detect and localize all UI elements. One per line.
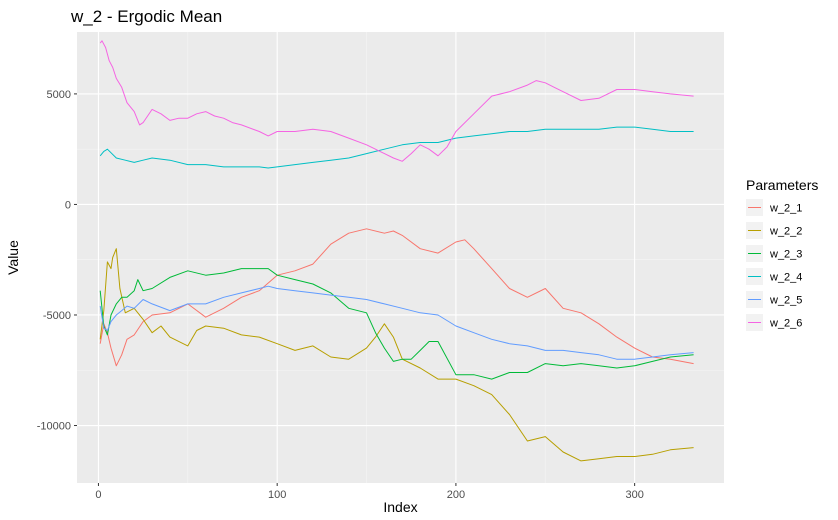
x-tick-label: 300	[625, 489, 643, 501]
x-axis: 0 100 200 300	[95, 483, 644, 501]
legend-label: w_2_1	[769, 203, 802, 215]
plot-panel	[77, 32, 724, 483]
major-gridlines	[77, 32, 724, 483]
x-axis-title: Index	[383, 499, 417, 515]
y-tick-label: -10000	[37, 421, 71, 433]
legend-label: w_2_5	[769, 295, 802, 307]
y-axis: 5000 0 -5000 -10000	[37, 89, 77, 433]
legend-label: w_2_2	[769, 226, 802, 238]
series-line-w-2-2	[99, 248, 694, 462]
y-tick-label: -5000	[43, 310, 71, 322]
x-tick-label: 0	[95, 489, 101, 501]
legend-title: Parameters	[746, 177, 818, 193]
series-line-w-2-3	[99, 268, 694, 380]
y-axis-title: Value	[5, 240, 21, 275]
x-tick-label: 100	[268, 489, 286, 501]
series-line-w-2-6	[99, 40, 694, 162]
legend-label: w_2_6	[769, 318, 802, 330]
y-tick-label: 0	[65, 199, 71, 211]
legend-label: w_2_3	[769, 249, 802, 261]
series-line-w-2-1	[99, 228, 694, 367]
series-lines	[99, 40, 694, 462]
x-tick-label: 200	[447, 489, 465, 501]
series-line-w-2-5	[99, 285, 694, 360]
y-tick-label: 5000	[47, 89, 71, 101]
legend-label: w_2_4	[769, 272, 802, 284]
series-line-w-2-4	[99, 126, 694, 169]
minor-gridlines	[77, 32, 724, 483]
legend: Parameters w_2_1 w_2_2 w_2_3 w_2_4 w_2_5 w_2_…	[746, 177, 818, 331]
chart-title: w_2 - Ergodic Mean	[70, 7, 222, 26]
